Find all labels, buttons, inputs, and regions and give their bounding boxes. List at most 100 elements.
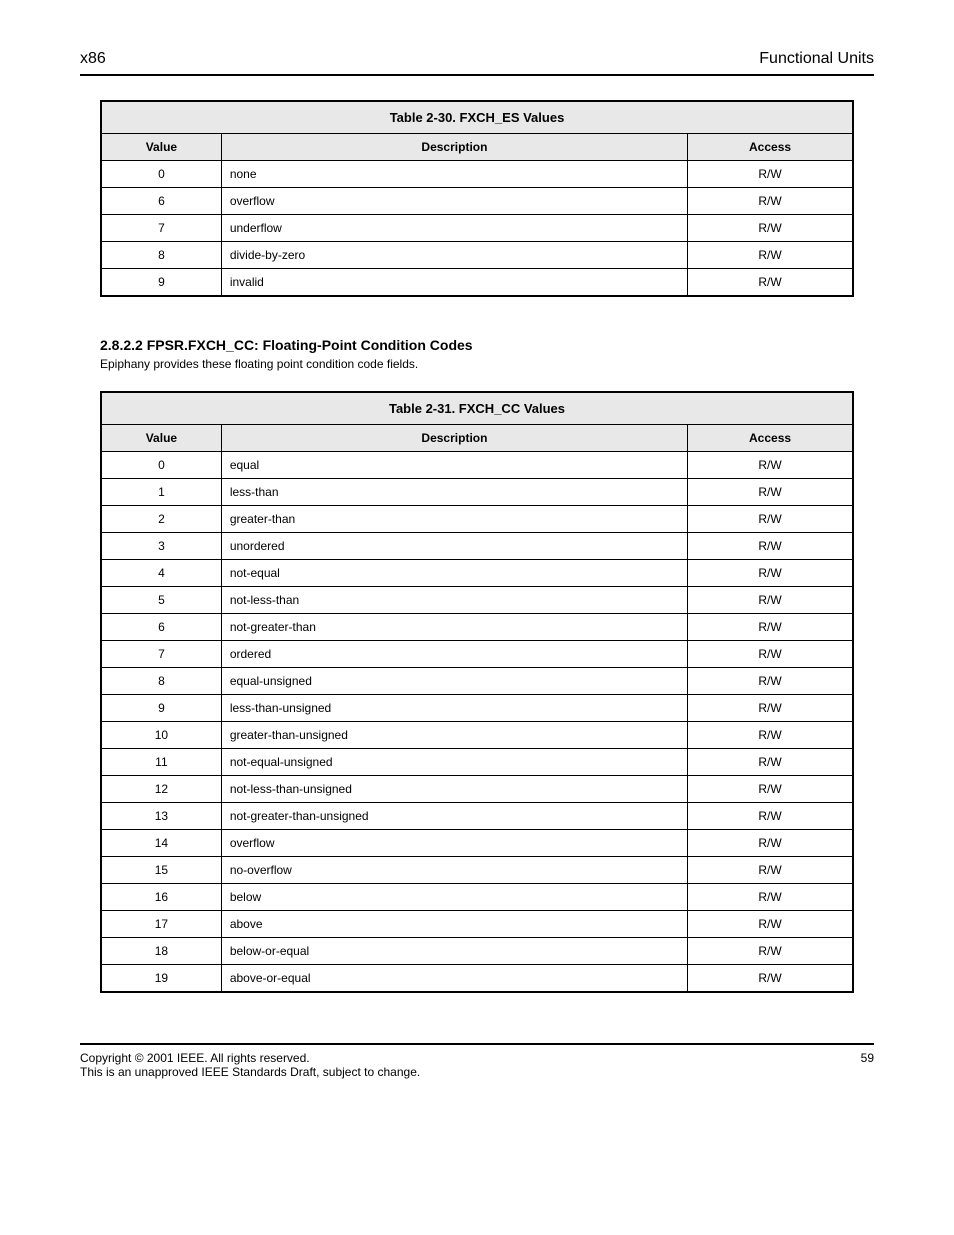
table-row: 11not-equal-unsignedR/W (101, 749, 853, 776)
table-row: 7orderedR/W (101, 641, 853, 668)
table-row: 17aboveR/W (101, 911, 853, 938)
table-row: 8divide-by-zeroR/W (101, 242, 853, 269)
table2-col-access: Access (688, 425, 853, 452)
table-row: 18below-or-equalR/W (101, 938, 853, 965)
cell-access: R/W (688, 533, 853, 560)
cell-value: 2 (101, 506, 221, 533)
cell-access: R/W (688, 452, 853, 479)
table-row: 13not-greater-than-unsignedR/W (101, 803, 853, 830)
table-row: 5not-less-thanR/W (101, 587, 853, 614)
cell-description: below-or-equal (221, 938, 687, 965)
cell-description: below (221, 884, 687, 911)
cell-value: 16 (101, 884, 221, 911)
cell-description: divide-by-zero (221, 242, 687, 269)
cell-value: 8 (101, 242, 221, 269)
cell-description: no-overflow (221, 857, 687, 884)
cell-access: R/W (688, 965, 853, 993)
page-footer: Copyright © 2001 IEEE. All rights reserv… (80, 1043, 874, 1079)
cell-value: 18 (101, 938, 221, 965)
table1-title: Table 2-30. FXCH_ES Values (101, 101, 853, 134)
cell-description: not-greater-than-unsigned (221, 803, 687, 830)
cell-description: none (221, 161, 687, 188)
table2-col-value: Value (101, 425, 221, 452)
table-row: 6overflowR/W (101, 188, 853, 215)
cell-value: 0 (101, 452, 221, 479)
table-row: 4not-equalR/W (101, 560, 853, 587)
table1-col-value: Value (101, 134, 221, 161)
table-row: 7underflowR/W (101, 215, 853, 242)
cell-description: invalid (221, 269, 687, 297)
cell-access: R/W (688, 269, 853, 297)
cell-value: 8 (101, 668, 221, 695)
footer-copyright: Copyright © 2001 IEEE. All rights reserv… (80, 1051, 420, 1065)
cell-value: 13 (101, 803, 221, 830)
cell-access: R/W (688, 722, 853, 749)
cell-description: overflow (221, 188, 687, 215)
cell-description: overflow (221, 830, 687, 857)
cell-description: not-greater-than (221, 614, 687, 641)
cell-value: 3 (101, 533, 221, 560)
footer-page-number: 59 (861, 1051, 874, 1079)
table-row: 12not-less-than-unsignedR/W (101, 776, 853, 803)
cell-value: 7 (101, 215, 221, 242)
page-header: x86 Functional Units (80, 50, 874, 76)
table2-title: Table 2-31. FXCH_CC Values (101, 392, 853, 425)
cell-access: R/W (688, 830, 853, 857)
cell-value: 5 (101, 587, 221, 614)
cell-value: 19 (101, 965, 221, 993)
cell-access: R/W (688, 803, 853, 830)
cell-description: not-less-than-unsigned (221, 776, 687, 803)
cell-description: above-or-equal (221, 965, 687, 993)
cell-description: not-less-than (221, 587, 687, 614)
table-row: 8equal-unsignedR/W (101, 668, 853, 695)
section-subtext: Epiphany provides these floating point c… (80, 357, 874, 371)
cell-access: R/W (688, 161, 853, 188)
cell-access: R/W (688, 242, 853, 269)
cell-access: R/W (688, 587, 853, 614)
table-row: 0equalR/W (101, 452, 853, 479)
table-row: 0noneR/W (101, 161, 853, 188)
cell-access: R/W (688, 560, 853, 587)
cell-value: 15 (101, 857, 221, 884)
header-right: Functional Units (759, 50, 874, 68)
table1-col-description: Description (221, 134, 687, 161)
table1-col-access: Access (688, 134, 853, 161)
cell-access: R/W (688, 479, 853, 506)
fxch-es-table: Table 2-30. FXCH_ES Values Value Descrip… (100, 100, 854, 297)
cell-description: less-than (221, 479, 687, 506)
cell-description: less-than-unsigned (221, 695, 687, 722)
cell-description: underflow (221, 215, 687, 242)
footer-disclaimer: This is an unapproved IEEE Standards Dra… (80, 1065, 420, 1079)
cell-access: R/W (688, 749, 853, 776)
cell-value: 9 (101, 695, 221, 722)
header-left: x86 (80, 50, 106, 68)
cell-description: not-equal-unsigned (221, 749, 687, 776)
cell-value: 12 (101, 776, 221, 803)
fxch-cc-table: Table 2-31. FXCH_CC Values Value Descrip… (100, 391, 854, 993)
cell-description: unordered (221, 533, 687, 560)
cell-access: R/W (688, 884, 853, 911)
cell-value: 10 (101, 722, 221, 749)
cell-access: R/W (688, 668, 853, 695)
cell-access: R/W (688, 506, 853, 533)
cell-access: R/W (688, 938, 853, 965)
cell-access: R/W (688, 641, 853, 668)
table-row: 2greater-thanR/W (101, 506, 853, 533)
cell-access: R/W (688, 911, 853, 938)
table2-col-description: Description (221, 425, 687, 452)
section-heading: 2.8.2.2 FPSR.FXCH_CC: Floating-Point Con… (80, 337, 874, 353)
table-row: 16belowR/W (101, 884, 853, 911)
table-row: 15no-overflowR/W (101, 857, 853, 884)
cell-description: above (221, 911, 687, 938)
cell-description: greater-than (221, 506, 687, 533)
cell-access: R/W (688, 695, 853, 722)
cell-value: 4 (101, 560, 221, 587)
cell-value: 14 (101, 830, 221, 857)
table-row: 9invalidR/W (101, 269, 853, 297)
table-row: 1less-thanR/W (101, 479, 853, 506)
cell-value: 11 (101, 749, 221, 776)
table-row: 10greater-than-unsignedR/W (101, 722, 853, 749)
cell-value: 17 (101, 911, 221, 938)
cell-value: 9 (101, 269, 221, 297)
cell-value: 7 (101, 641, 221, 668)
